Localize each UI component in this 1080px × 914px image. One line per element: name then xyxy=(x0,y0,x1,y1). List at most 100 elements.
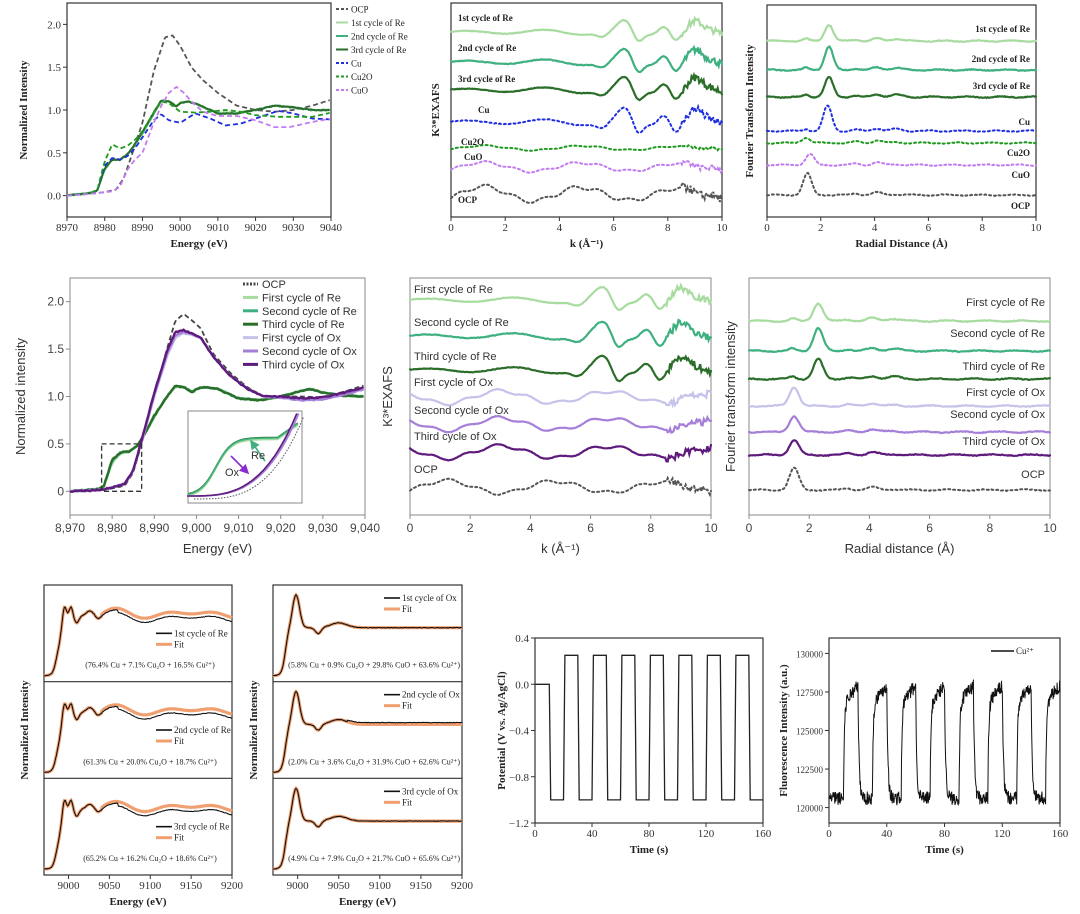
x-axis-label: Energy (eV) xyxy=(183,541,252,556)
series-line xyxy=(747,302,1052,324)
x-tick-label: 9,040 xyxy=(350,521,380,535)
legend-label: 2nd cycle of Ox xyxy=(402,690,460,700)
legend-label: OCP xyxy=(351,5,369,15)
x-tick-label: 9,030 xyxy=(308,521,338,535)
series-label: 3rd cycle of Re xyxy=(458,74,515,84)
y-tick-label: 0.5 xyxy=(47,148,61,160)
series-line xyxy=(449,44,724,74)
series-label: First cycle of Re xyxy=(966,297,1045,309)
plot-frame xyxy=(272,584,463,876)
composition-label: (61.3% Cu + 20.0% Cu₂O + 18.7% Cu²⁺) xyxy=(83,757,217,766)
series-label: Third cycle of Ox xyxy=(414,431,497,443)
x-tick-label: 40 xyxy=(587,828,599,840)
y-tick-label: 122500 xyxy=(796,765,824,775)
x-tick-label: 80 xyxy=(644,828,656,840)
series-label: 3rd cycle of Re xyxy=(973,81,1030,91)
series-line xyxy=(450,103,723,134)
x-tick-label: 2 xyxy=(818,222,824,234)
legend-label: Third cycle of Re xyxy=(262,319,345,331)
chart-ft_r_top: 0 2 4 6 8 10 Radial Distance (Å) Fourier Transf… xyxy=(744,4,1042,250)
series-label: Cu xyxy=(1018,117,1030,127)
series-label: CuO xyxy=(1011,170,1030,180)
data-line xyxy=(272,690,463,773)
x-tick-label: 9000 xyxy=(169,222,192,234)
y-tick-label: 120000 xyxy=(796,804,824,814)
legend-label: 1st cycle of Re xyxy=(351,18,405,28)
legend-label: Second cycle of Ox xyxy=(262,346,357,358)
series-line xyxy=(765,23,1038,44)
x-tick-label: 2 xyxy=(467,521,474,535)
inset-ocp-line xyxy=(194,416,305,500)
x-tick-label: 8 xyxy=(665,222,671,234)
plot-frame xyxy=(748,277,1051,516)
composition-label: (76.4% Cu + 7.1% Cu₂O + 16.5% Cu²⁺) xyxy=(85,661,215,670)
series-line xyxy=(69,313,364,493)
series-label: 1st cycle of Re xyxy=(975,24,1030,34)
x-axis-label: Energy (eV) xyxy=(170,238,227,250)
series-label: 2nd cycle of Re xyxy=(972,54,1030,64)
re-arrow-icon xyxy=(250,439,266,462)
x-tick-label: 8 xyxy=(986,521,993,535)
x-tick-label: 6 xyxy=(611,222,617,234)
legend-label: Fit xyxy=(174,736,185,746)
series-line xyxy=(408,354,713,383)
x-tick-label: 9000 xyxy=(58,880,81,892)
series-line xyxy=(747,357,1052,382)
x-tick-label: 0 xyxy=(746,521,753,535)
series-line xyxy=(766,152,1037,167)
x-tick-label: 4 xyxy=(866,521,873,535)
series-label: Cu2O xyxy=(1007,148,1030,158)
legend-label: CuO xyxy=(351,86,369,96)
x-tick-label: 0 xyxy=(826,828,832,840)
y-tick-label: 1.0 xyxy=(47,105,61,117)
x-tick-label: 9010 xyxy=(207,222,230,234)
x-tick-label: 120 xyxy=(994,828,1011,840)
x-axis-label: Energy (eV) xyxy=(339,896,396,908)
series-line xyxy=(765,44,1038,73)
y-axis-label: Fluorescence Intensity (a.u.) xyxy=(778,664,790,797)
inset-frame xyxy=(187,410,303,504)
x-tick-label: 9000 xyxy=(287,880,310,892)
series-label: OCP xyxy=(414,464,438,476)
series-line xyxy=(747,386,1052,409)
x-tick-label: 8970 xyxy=(56,222,79,234)
x-axis-label: k (Å⁻¹) xyxy=(570,238,604,250)
x-tick-label: 6 xyxy=(926,521,933,535)
y-axis-label: K³*EXAFS xyxy=(380,366,395,427)
legend-label: Fit xyxy=(402,701,413,711)
y-tick-label: 130000 xyxy=(796,649,824,659)
legend-label: Fit xyxy=(174,833,185,843)
series-label: CuO xyxy=(464,152,483,162)
legend-label: First cycle of Re xyxy=(262,292,341,304)
composition-label: (4.9% Cu + 7.9% Cu₂O + 21.7% CuO + 65.6%… xyxy=(288,854,460,863)
x-tick-label: 80 xyxy=(939,828,951,840)
legend-label: OCP xyxy=(262,279,286,291)
y-axis-label: Normalized Intensity xyxy=(18,60,30,160)
x-tick-label: 8 xyxy=(647,521,654,535)
data-line xyxy=(43,703,233,774)
fluorescence-line xyxy=(828,679,1061,806)
series-label: Third cycle of Re xyxy=(414,351,497,363)
x-tick-label: 0 xyxy=(448,222,454,234)
legend-label: Fit xyxy=(402,797,413,807)
legend-label: 2nd cycle of Re xyxy=(351,32,408,42)
data-line xyxy=(273,593,463,677)
x-tick-label: 0 xyxy=(407,521,414,535)
series-line xyxy=(449,71,724,102)
series-label: Second cycle of Ox xyxy=(950,409,1045,421)
x-tick-label: 8990 xyxy=(131,222,154,234)
x-tick-label: 9050 xyxy=(328,880,351,892)
x-tick-label: 160 xyxy=(1052,828,1069,840)
series-line xyxy=(450,159,723,174)
series-line xyxy=(69,384,364,493)
x-tick-label: 8,990 xyxy=(139,521,169,535)
legend-label: 3rd cycle of Re xyxy=(351,45,406,55)
chart-ft_r_mid: 0 2 4 6 8 10 Radial distance (Å) Fourier transf… xyxy=(723,277,1057,556)
series-line xyxy=(747,415,1052,435)
x-tick-label: 9,010 xyxy=(224,521,254,535)
legend-label: 2nd cycle of Re xyxy=(174,725,231,735)
y-tick-label: 0.4 xyxy=(515,633,529,645)
legend-label: Second cycle of Re xyxy=(262,306,357,318)
series-label: Second cycle of Re xyxy=(950,328,1045,340)
series-line xyxy=(450,143,723,152)
